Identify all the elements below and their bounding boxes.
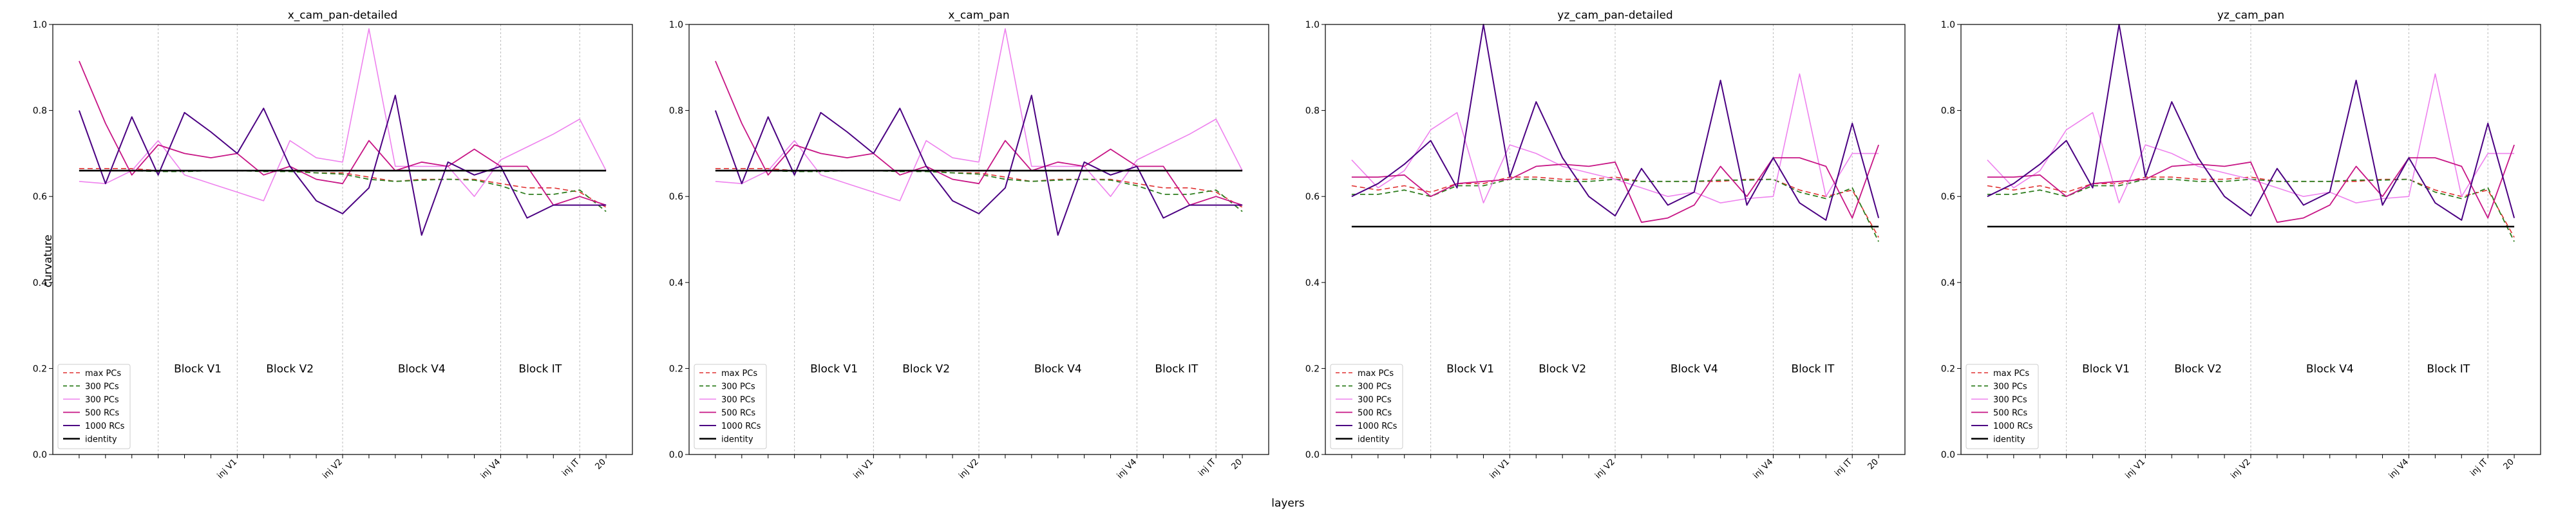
block-label: Block V1 xyxy=(174,362,222,375)
legend-label: max PCs xyxy=(1358,369,1394,379)
legend-label: 1000 RCs xyxy=(1993,422,2033,431)
y-tick-label: 0.8 xyxy=(1305,106,1320,117)
legend: max PCs 300 PCs 300 PCs 500 RCs 1000 RCs iden… xyxy=(694,364,767,449)
y-tick-label: 0.4 xyxy=(33,278,47,288)
legend-label: 300 PCs xyxy=(721,395,755,405)
legend-label: 300 PCs xyxy=(85,382,119,392)
block-label: Block IT xyxy=(2427,362,2470,375)
series-line-300-pcs-solid xyxy=(79,28,607,201)
chart-title: yz_cam_pan-detailed xyxy=(1557,9,1672,22)
series-line-300-pcs xyxy=(715,170,1243,212)
block-label: Block V2 xyxy=(2174,362,2222,375)
legend-label: 1000 RCs xyxy=(721,422,761,431)
series-line-1000-rcs xyxy=(78,95,607,236)
series-line-max-pcs xyxy=(1987,176,2515,238)
figure-xlabel: layers xyxy=(1271,497,1305,510)
legend-label: max PCs xyxy=(1993,369,2029,379)
y-tick-label: 0.0 xyxy=(1305,450,1320,460)
block-label: Block IT xyxy=(1791,362,1834,375)
y-tick-label: 0.8 xyxy=(33,106,47,117)
y-tick-label: 0.4 xyxy=(1305,278,1320,288)
legend-label: max PCs xyxy=(85,369,121,379)
legend-label: 500 RCs xyxy=(1358,409,1392,418)
y-tick-label: 1.0 xyxy=(1941,20,1955,30)
y-tick-label: 0.0 xyxy=(33,450,47,460)
series-line-1000-rcs xyxy=(714,95,1243,236)
y-tick-label: 0.6 xyxy=(1305,192,1320,202)
legend-label: 500 RCs xyxy=(721,409,755,418)
y-tick-label: 0.2 xyxy=(1305,364,1320,374)
legend-label: 1000 RCs xyxy=(1358,422,1397,431)
y-tick-label: 0.8 xyxy=(1941,106,1955,117)
legend: max PCs 300 PCs 300 PCs 500 RCs 1000 RCs iden… xyxy=(1330,364,1403,449)
series-line-300-pcs xyxy=(79,170,607,212)
legend-label: identity xyxy=(721,435,753,445)
series-line-500-rcs xyxy=(79,61,607,206)
legend-label: 300 PCs xyxy=(721,382,755,392)
legend-label: 300 PCs xyxy=(85,395,119,405)
y-tick-label: 0.2 xyxy=(33,364,47,374)
axes-frame xyxy=(1960,24,2541,455)
block-label: Block IT xyxy=(518,362,562,375)
y-tick-label: 0.2 xyxy=(1941,364,1955,374)
block-label: Block V4 xyxy=(2306,362,2354,375)
legend: max PCs 300 PCs 300 PCs 500 RCs 1000 RCs iden… xyxy=(57,364,131,449)
legend-label: max PCs xyxy=(721,369,757,379)
y-tick-label: 0.6 xyxy=(669,192,683,202)
chart-title: x_cam_pan xyxy=(948,9,1009,22)
legend-label: 300 PCs xyxy=(1358,382,1392,392)
block-label: Block V2 xyxy=(266,362,314,375)
block-label: Block V2 xyxy=(1539,362,1586,375)
series-line-max-pcs xyxy=(1351,176,1879,238)
y-tick-label: 0.0 xyxy=(1941,450,1955,460)
series-line-1000-rcs xyxy=(1987,24,2515,221)
axes-frame xyxy=(688,24,1269,455)
legend-label: identity xyxy=(1358,435,1390,445)
y-tick-label: 0.6 xyxy=(33,192,47,202)
legend-label: 300 PCs xyxy=(1358,395,1392,405)
legend-label: 500 RCs xyxy=(85,409,119,418)
y-tick-label: 1.0 xyxy=(1305,20,1320,30)
series-line-1000-rcs xyxy=(1351,24,1880,221)
block-label: Block V1 xyxy=(810,362,858,375)
chart-title: yz_cam_pan xyxy=(2217,9,2284,22)
series-line-500-rcs xyxy=(1987,144,2515,223)
legend-label: 1000 RCs xyxy=(85,422,125,431)
block-label: Block V4 xyxy=(1671,362,1718,375)
y-tick-label: 0.8 xyxy=(669,106,683,117)
legend: max PCs 300 PCs 300 PCs 500 RCs 1000 RCs iden… xyxy=(1965,364,2039,449)
legend-label: identity xyxy=(85,435,117,445)
block-label: Block V4 xyxy=(398,362,446,375)
series-line-300-pcs-solid xyxy=(1987,73,2515,204)
block-label: Block IT xyxy=(1155,362,1198,375)
series-line-500-rcs xyxy=(1351,144,1879,223)
y-tick-label: 1.0 xyxy=(669,20,683,30)
y-axis-label: curvature xyxy=(42,234,55,287)
legend-label: 300 PCs xyxy=(1993,382,2027,392)
y-tick-label: 1.0 xyxy=(33,20,47,30)
legend-label: identity xyxy=(1993,435,2025,445)
series-line-300-pcs-solid xyxy=(715,28,1243,201)
block-label: Block V4 xyxy=(1034,362,1082,375)
chart-title: x_cam_pan-detailed xyxy=(288,9,398,22)
y-tick-label: 0.4 xyxy=(1941,278,1955,288)
y-tick-label: 0.6 xyxy=(1941,192,1955,202)
legend-label: 500 RCs xyxy=(1993,409,2027,418)
y-tick-label: 0.0 xyxy=(669,450,683,460)
block-label: Block V1 xyxy=(1446,362,1494,375)
y-tick-label: 0.2 xyxy=(669,364,683,374)
y-tick-label: 0.4 xyxy=(669,278,683,288)
series-line-300-pcs-solid xyxy=(1351,73,1879,204)
axes-frame xyxy=(1325,24,1906,455)
axes-frame xyxy=(52,24,633,455)
block-label: Block V1 xyxy=(2082,362,2130,375)
block-label: Block V2 xyxy=(902,362,950,375)
legend-label: 300 PCs xyxy=(1993,395,2027,405)
series-line-500-rcs xyxy=(715,61,1243,206)
panels: x_cam_pan-detailed0.00.20.40.60.81.0inj … xyxy=(33,9,2541,481)
